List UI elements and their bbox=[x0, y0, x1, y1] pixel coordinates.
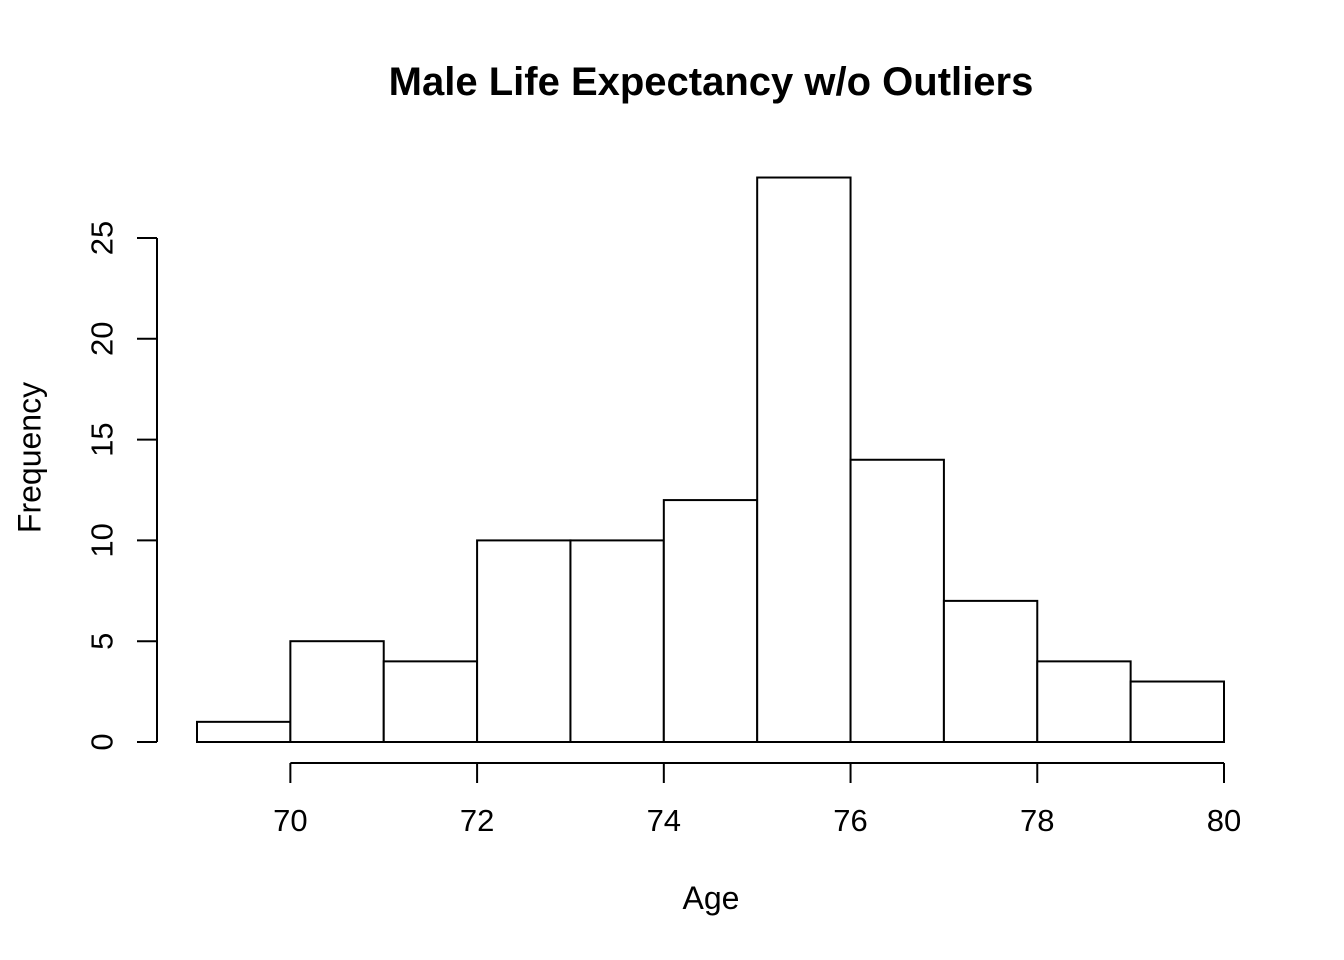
histogram-bar-72-73 bbox=[476, 539, 572, 744]
x-tick-label-74: 74 bbox=[647, 803, 681, 838]
histogram-bar-79-80 bbox=[1129, 680, 1225, 744]
x-tick-label-80: 80 bbox=[1207, 803, 1241, 838]
y-tick-label-15: 15 bbox=[85, 422, 120, 456]
histogram-bar-74-75 bbox=[662, 499, 759, 743]
histogram-bar-77-78 bbox=[942, 599, 1039, 743]
y-axis-title: Frequency bbox=[11, 381, 48, 534]
y-tick-label-5: 5 bbox=[85, 633, 120, 650]
histogram-bar-69-70 bbox=[196, 720, 292, 744]
y-tick-label-20: 20 bbox=[85, 322, 120, 356]
histogram-bar-76-77 bbox=[849, 458, 945, 743]
x-tick-label-78: 78 bbox=[1020, 803, 1054, 838]
histogram-bar-78-79 bbox=[1036, 660, 1132, 743]
x-tick-label-76: 76 bbox=[833, 803, 867, 838]
x-tick-label-70: 70 bbox=[273, 803, 307, 838]
chart-title: Male Life Expectancy w/o Outliers bbox=[388, 60, 1034, 104]
x-axis-title: Age bbox=[682, 880, 740, 916]
histogram-bar-75-76 bbox=[756, 176, 852, 743]
histogram-bar-73-74 bbox=[569, 539, 665, 744]
histogram-bar-71-72 bbox=[382, 660, 479, 743]
histogram-bar-70-71 bbox=[289, 640, 385, 744]
y-tick-label-0: 0 bbox=[85, 733, 120, 750]
x-tick-label-72: 72 bbox=[460, 803, 494, 838]
y-tick-label-10: 10 bbox=[85, 523, 120, 557]
y-tick-label-25: 25 bbox=[85, 221, 120, 255]
